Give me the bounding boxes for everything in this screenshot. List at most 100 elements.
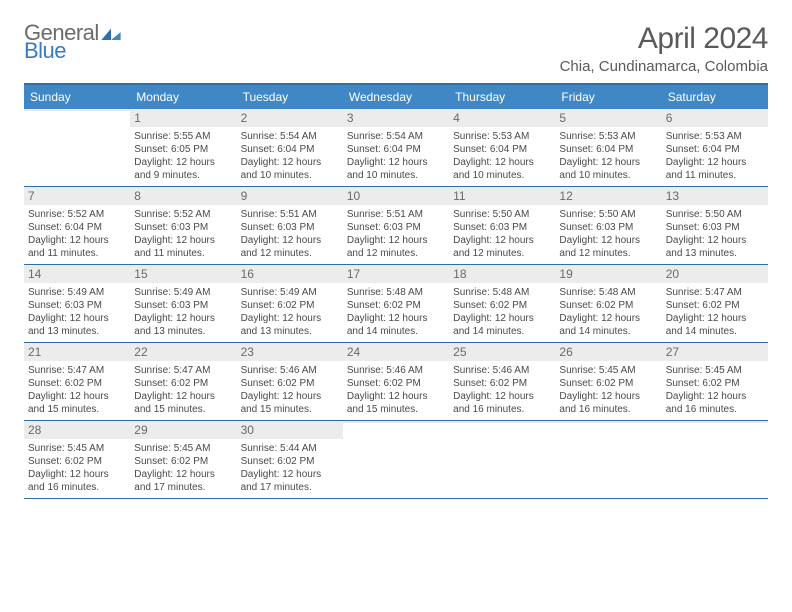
daylight-line: Daylight: 12 hours and 13 minutes.	[241, 312, 339, 338]
sunset-line: Sunset: 6:04 PM	[28, 221, 126, 234]
sunset-line: Sunset: 6:03 PM	[28, 299, 126, 312]
sunset-line: Sunset: 6:02 PM	[134, 455, 232, 468]
day-cell: 15Sunrise: 5:49 AMSunset: 6:03 PMDayligh…	[130, 265, 236, 342]
daylight-line: Daylight: 12 hours and 11 minutes.	[134, 234, 232, 260]
day-cell: 16Sunrise: 5:49 AMSunset: 6:02 PMDayligh…	[237, 265, 343, 342]
day-details: Sunrise: 5:48 AMSunset: 6:02 PMDaylight:…	[453, 286, 551, 338]
day-number: 2	[237, 109, 343, 127]
week-row: 21Sunrise: 5:47 AMSunset: 6:02 PMDayligh…	[24, 343, 768, 421]
day-number: 15	[130, 265, 236, 283]
daylight-line: Daylight: 12 hours and 10 minutes.	[559, 156, 657, 182]
sunset-line: Sunset: 6:03 PM	[453, 221, 551, 234]
sunrise-line: Sunrise: 5:54 AM	[241, 130, 339, 143]
daylight-line: Daylight: 12 hours and 16 minutes.	[559, 390, 657, 416]
daylight-line: Daylight: 12 hours and 16 minutes.	[453, 390, 551, 416]
day-cell: 1Sunrise: 5:55 AMSunset: 6:05 PMDaylight…	[130, 109, 236, 186]
sunset-line: Sunset: 6:02 PM	[559, 377, 657, 390]
sunset-line: Sunset: 6:02 PM	[347, 299, 445, 312]
day-cell: 18 Sunrise: 5:48 AMSunset: 6:02 PMDayligh…	[449, 265, 555, 342]
sunrise-line: Sunrise: 5:48 AM	[453, 286, 551, 299]
day-cell: 9 Sunrise: 5:51 AMSunset: 6:03 PMDaylight…	[237, 187, 343, 264]
sunset-line: Sunset: 6:02 PM	[241, 299, 339, 312]
day-cell: 13Sunrise: 5:50 AMSunset: 6:03 PMDayligh…	[662, 187, 768, 264]
sunrise-line: Sunrise: 5:52 AM	[134, 208, 232, 221]
sunset-line: Sunset: 6:03 PM	[241, 221, 339, 234]
sunrise-line: Sunrise: 5:45 AM	[28, 442, 126, 455]
day-number: 25	[449, 343, 555, 361]
day-cell: 6 Sunrise: 5:53 AMSunset: 6:04 PMDaylight…	[662, 109, 768, 186]
day-cell: 12Sunrise: 5:50 AMSunset: 6:03 PMDayligh…	[555, 187, 661, 264]
day-details: Sunrise: 5:48 AMSunset: 6:02 PMDaylight:…	[347, 286, 445, 338]
day-details: Sunrise: 5:50 AMSunset: 6:03 PMDaylight:…	[453, 208, 551, 260]
day-cell: 10Sunrise: 5:51 AMSunset: 6:03 PMDayligh…	[343, 187, 449, 264]
day-number: 22	[130, 343, 236, 361]
day-cell: 24Sunrise: 5:46 AMSunset: 6:02 PMDayligh…	[343, 343, 449, 420]
day-number: 28	[24, 421, 130, 439]
day-number: 29	[130, 421, 236, 439]
day-cell: 4Sunrise: 5:53 AMSunset: 6:04 PMDaylight…	[449, 109, 555, 186]
daylight-line: Daylight: 12 hours and 13 minutes.	[28, 312, 126, 338]
day-details: Sunrise: 5:53 AMSunset: 6:04 PMDaylight:…	[666, 130, 764, 182]
sunrise-line: Sunrise: 5:47 AM	[666, 286, 764, 299]
sunset-line: Sunset: 6:02 PM	[559, 299, 657, 312]
sunset-line: Sunset: 6:04 PM	[453, 143, 551, 156]
day-cell: 5Sunrise: 5:53 AMSunset: 6:04 PMDaylight…	[555, 109, 661, 186]
sunset-line: Sunset: 6:04 PM	[559, 143, 657, 156]
day-details: Sunrise: 5:45 AMSunset: 6:02 PMDaylight:…	[559, 364, 657, 416]
sunrise-line: Sunrise: 5:47 AM	[134, 364, 232, 377]
sunrise-line: Sunrise: 5:45 AM	[559, 364, 657, 377]
day-cell: 14Sunrise: 5:49 AMSunset: 6:03 PMDayligh…	[24, 265, 130, 342]
sunset-line: Sunset: 6:02 PM	[28, 377, 126, 390]
day-cell: 21Sunrise: 5:47 AMSunset: 6:02 PMDayligh…	[24, 343, 130, 420]
day-details: Sunrise: 5:53 AMSunset: 6:04 PMDaylight:…	[559, 130, 657, 182]
sunrise-line: Sunrise: 5:45 AM	[134, 442, 232, 455]
day-details: Sunrise: 5:49 AMSunset: 6:02 PMDaylight:…	[241, 286, 339, 338]
sunrise-line: Sunrise: 5:48 AM	[347, 286, 445, 299]
daylight-line: Daylight: 12 hours and 15 minutes.	[347, 390, 445, 416]
daylight-line: Daylight: 12 hours and 17 minutes.	[241, 468, 339, 494]
day-details: Sunrise: 5:44 AMSunset: 6:02 PMDaylight:…	[241, 442, 339, 494]
day-details: Sunrise: 5:54 AMSunset: 6:04 PMDaylight:…	[241, 130, 339, 182]
daylight-line: Daylight: 12 hours and 11 minutes.	[28, 234, 126, 260]
sunrise-line: Sunrise: 5:53 AM	[666, 130, 764, 143]
daylight-line: Daylight: 12 hours and 12 minutes.	[559, 234, 657, 260]
sunrise-line: Sunrise: 5:45 AM	[666, 364, 764, 377]
day-details: Sunrise: 5:46 AMSunset: 6:02 PMDaylight:…	[241, 364, 339, 416]
day-number: 27	[662, 343, 768, 361]
sunset-line: Sunset: 6:02 PM	[241, 377, 339, 390]
daylight-line: Daylight: 12 hours and 15 minutes.	[241, 390, 339, 416]
day-number: 9	[237, 187, 343, 205]
week-row: 1Sunrise: 5:55 AMSunset: 6:05 PMDaylight…	[24, 109, 768, 187]
weekday-header: Friday	[555, 85, 661, 109]
daylight-line: Daylight: 12 hours and 12 minutes.	[453, 234, 551, 260]
sunset-line: Sunset: 6:03 PM	[347, 221, 445, 234]
day-details: Sunrise: 5:53 AMSunset: 6:04 PMDaylight:…	[453, 130, 551, 182]
daylight-line: Daylight: 12 hours and 15 minutes.	[134, 390, 232, 416]
day-number: 26	[555, 343, 661, 361]
day-details: Sunrise: 5:51 AMSunset: 6:03 PMDaylight:…	[241, 208, 339, 260]
sunrise-line: Sunrise: 5:53 AM	[453, 130, 551, 143]
day-cell: 20Sunrise: 5:47 AMSunset: 6:02 PMDayligh…	[662, 265, 768, 342]
day-cell: 2 Sunrise: 5:54 AMSunset: 6:04 PMDaylight…	[237, 109, 343, 186]
sunrise-line: Sunrise: 5:47 AM	[28, 364, 126, 377]
weekday-header: Sunday	[24, 85, 130, 109]
day-cell: 28Sunrise: 5:45 AMSunset: 6:02 PMDayligh…	[24, 421, 130, 498]
day-cell	[555, 421, 661, 498]
daylight-line: Daylight: 12 hours and 14 minutes.	[666, 312, 764, 338]
sunset-line: Sunset: 6:03 PM	[134, 299, 232, 312]
day-number: 18	[449, 265, 555, 283]
sunset-line: Sunset: 6:02 PM	[453, 299, 551, 312]
weekday-header: Saturday	[662, 85, 768, 109]
day-details: Sunrise: 5:50 AMSunset: 6:03 PMDaylight:…	[559, 208, 657, 260]
weekday-header: Monday	[130, 85, 236, 109]
day-number: 24	[343, 343, 449, 361]
sunset-line: Sunset: 6:02 PM	[241, 455, 339, 468]
day-details: Sunrise: 5:45 AMSunset: 6:02 PMDaylight:…	[666, 364, 764, 416]
daylight-line: Daylight: 12 hours and 16 minutes.	[28, 468, 126, 494]
sunrise-line: Sunrise: 5:46 AM	[241, 364, 339, 377]
sunrise-line: Sunrise: 5:46 AM	[453, 364, 551, 377]
sunset-line: Sunset: 6:02 PM	[347, 377, 445, 390]
day-cell: 22Sunrise: 5:47 AMSunset: 6:02 PMDayligh…	[130, 343, 236, 420]
day-number: 6	[662, 109, 768, 127]
day-details: Sunrise: 5:51 AMSunset: 6:03 PMDaylight:…	[347, 208, 445, 260]
